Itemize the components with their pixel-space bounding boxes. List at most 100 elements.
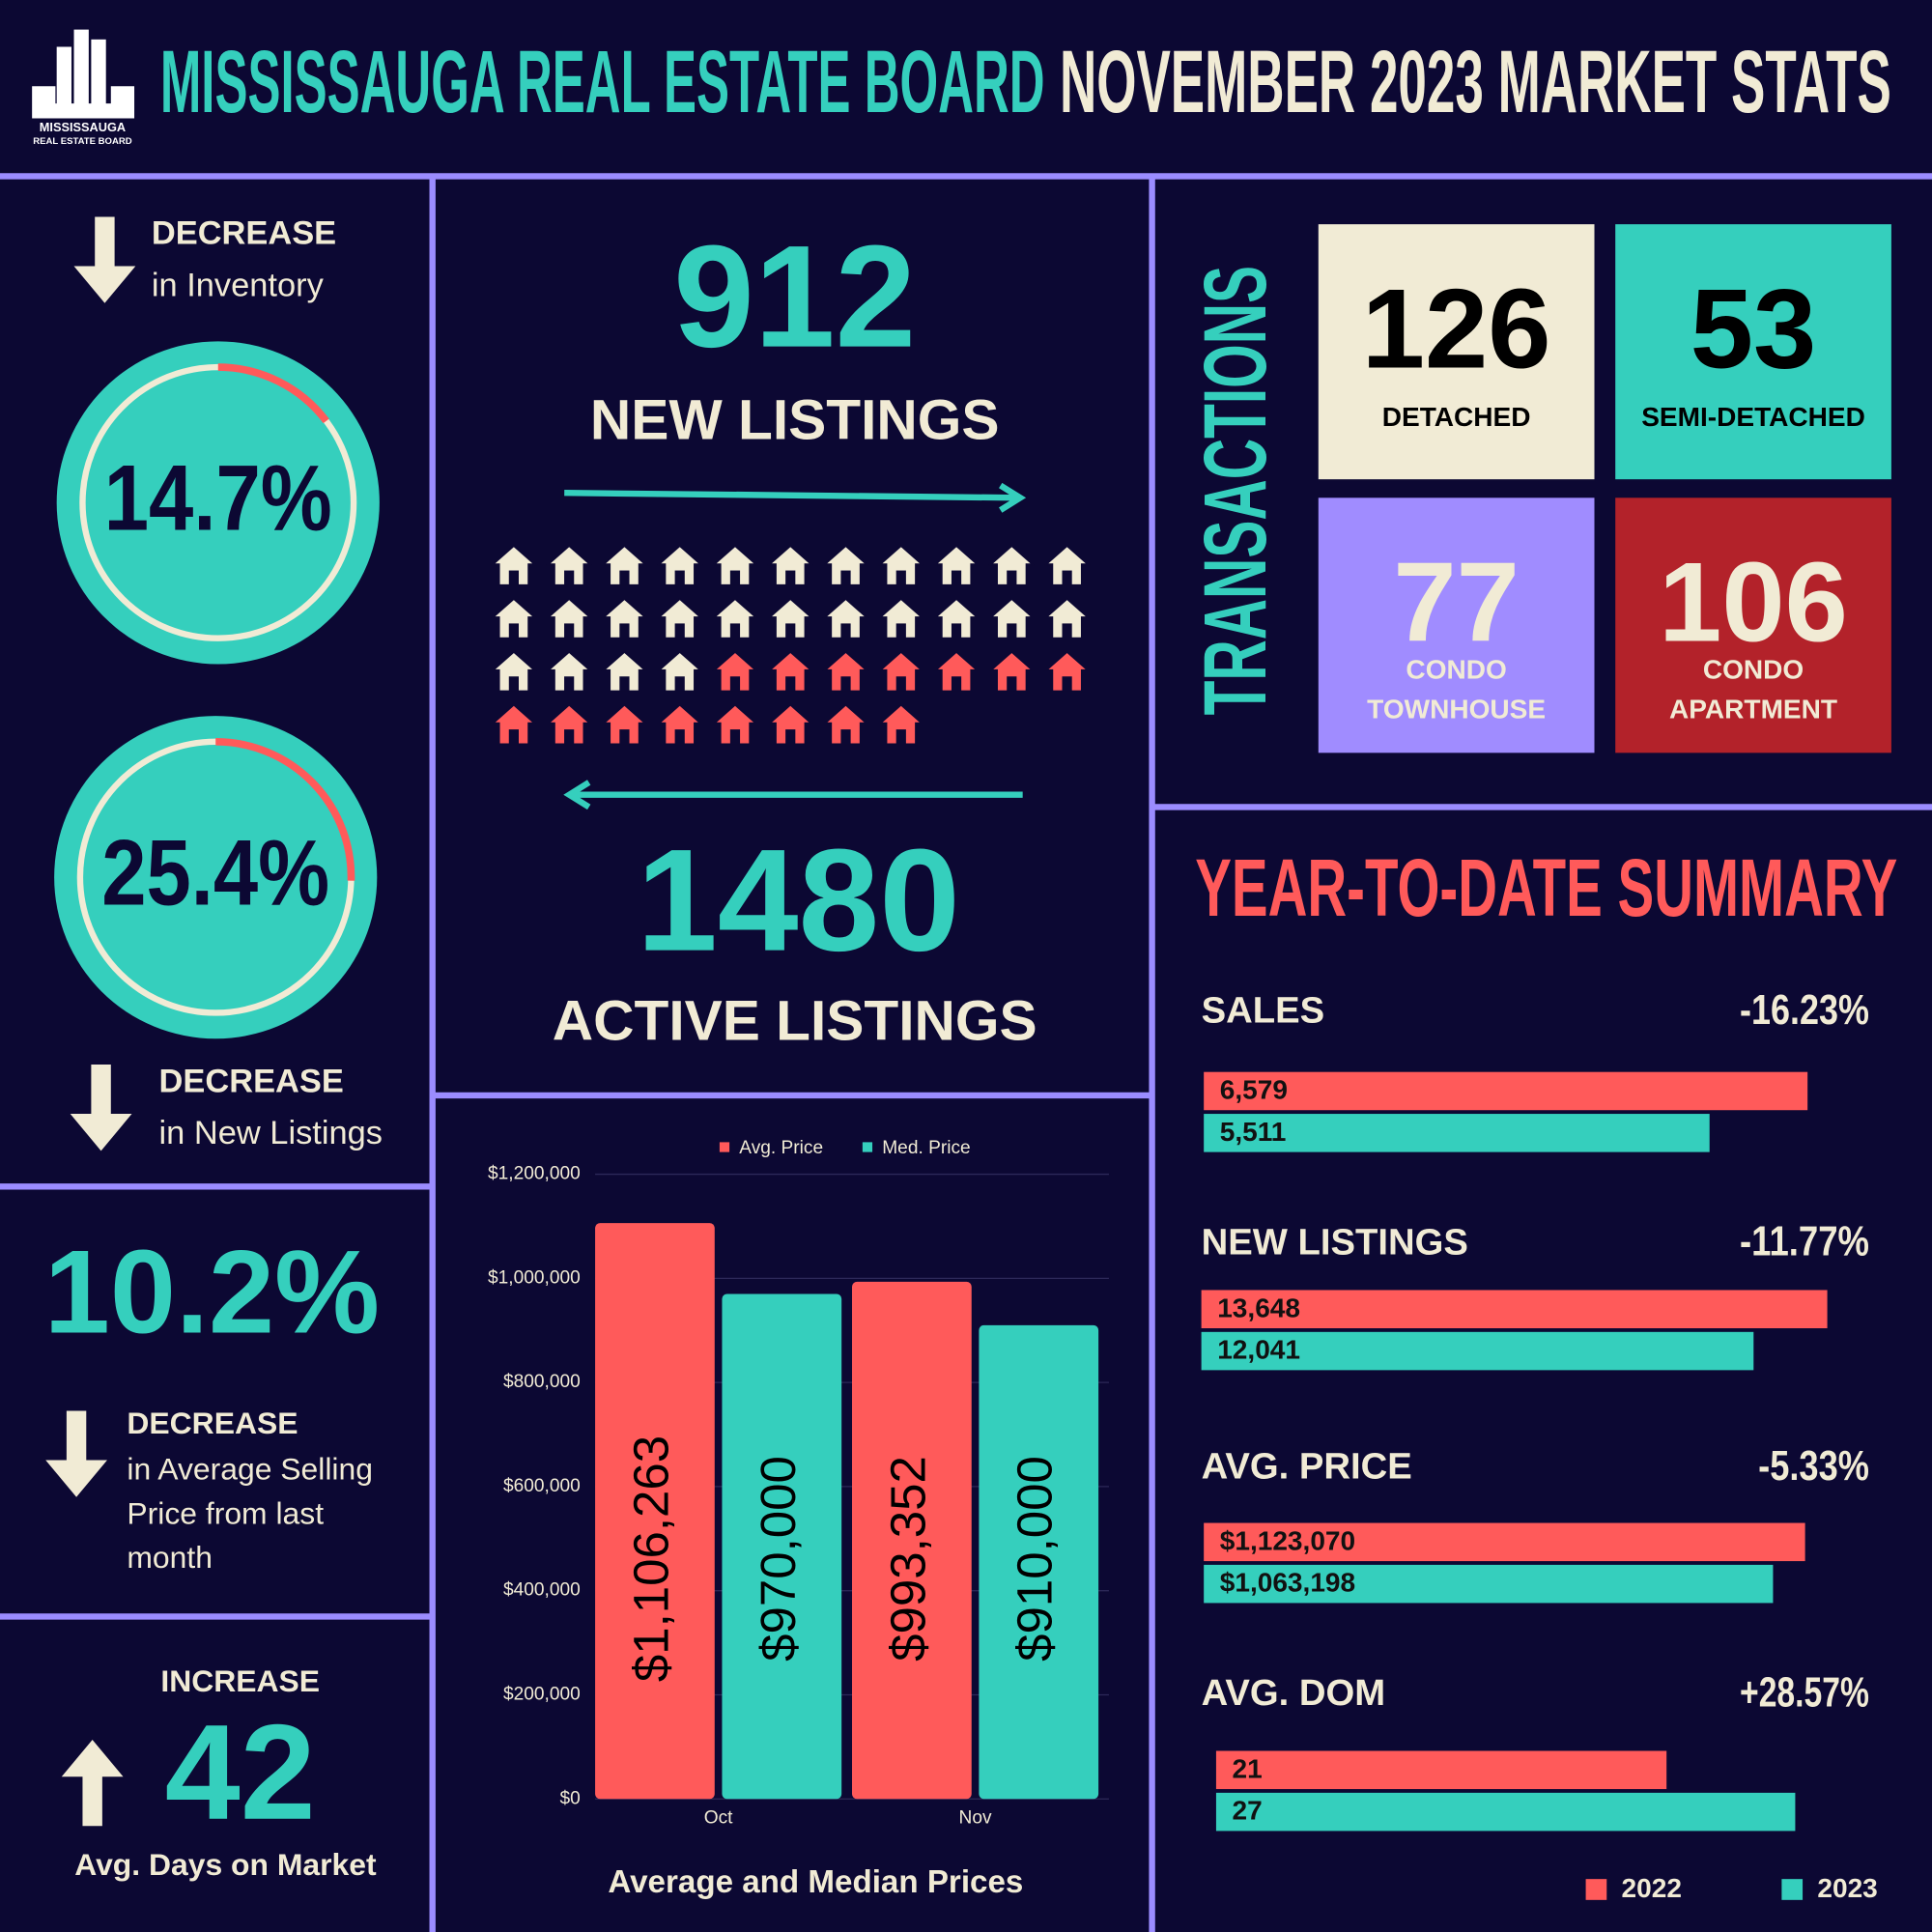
bar [979, 1324, 1099, 1800]
house-door [674, 676, 685, 692]
house-door [729, 729, 741, 745]
legend-swatch [719, 1142, 730, 1152]
house-door [785, 729, 796, 745]
house-door [840, 729, 851, 745]
house-door [895, 676, 906, 692]
legend-label: 2023 [1817, 1873, 1877, 1903]
tile-label: SEMI-DETACHED [1641, 402, 1865, 432]
house-door [619, 676, 630, 692]
ytd-bar [1215, 1792, 1796, 1832]
arrow-up [61, 1740, 124, 1827]
metric-change: -16.23% [1740, 987, 1869, 1034]
tile-label: APARTMENT [1669, 694, 1837, 724]
ytd-bar-label: $1,063,198 [1220, 1568, 1355, 1598]
ring-arc [217, 363, 329, 424]
house-door [1062, 623, 1072, 639]
tile-label: CONDO [1406, 655, 1506, 685]
y-tick-label: $200,000 [503, 1685, 581, 1705]
transactions-title: TRANSACTIONS [1186, 266, 1285, 716]
house-door [674, 729, 685, 745]
house-icon [932, 544, 980, 586]
house-grid [490, 544, 1091, 746]
house-door [840, 676, 851, 692]
ytd-bar-label: $1,123,070 [1220, 1525, 1355, 1555]
house-door [1062, 676, 1072, 692]
tile [1615, 497, 1891, 753]
house-icon [1043, 544, 1091, 586]
bar [852, 1281, 972, 1800]
ytd-bar [1201, 1331, 1754, 1371]
ring [56, 341, 380, 665]
ring-label: 25.4% [101, 819, 329, 924]
house-door [729, 676, 741, 692]
legend-swatch [862, 1142, 873, 1152]
ytd-title: YEAR-TO-DATE SUMMARY [1195, 842, 1897, 933]
ytd-bar [1201, 1290, 1828, 1328]
house-door [951, 570, 962, 585]
house-door [951, 676, 962, 692]
house-door [508, 570, 519, 585]
y-tick-label: $600,000 [503, 1476, 581, 1496]
house-door [508, 623, 519, 639]
direction-label: DECREASE [127, 1406, 298, 1440]
house-door [840, 570, 851, 585]
bar-value-label: $993,352 [880, 1456, 935, 1662]
ytd-bar-label: 21 [1233, 1753, 1263, 1783]
house-door [729, 570, 741, 585]
ring [54, 716, 378, 1039]
arrows [563, 482, 1027, 810]
metric-change: -11.77% [1740, 1219, 1869, 1265]
y-tick-label: $0 [559, 1788, 580, 1808]
y-tick-label: $800,000 [503, 1372, 581, 1392]
ytd-bar-label: 12,041 [1217, 1335, 1300, 1365]
house-door [785, 570, 796, 585]
house-door [564, 570, 575, 585]
separators [0, 173, 1932, 1932]
house-door [785, 623, 796, 639]
caption: month [127, 1540, 213, 1575]
house-icon [822, 544, 869, 586]
house-icon [601, 544, 648, 586]
ytd-bar [1204, 1522, 1805, 1562]
ytd-bar [1204, 1114, 1710, 1152]
house-door [729, 623, 741, 639]
metric-change: +28.57% [1740, 1670, 1869, 1717]
ring-label: 14.7% [104, 445, 332, 551]
tile-label: DETACHED [1382, 402, 1531, 432]
logo-tower [91, 39, 106, 106]
legend-swatch [1585, 1879, 1607, 1900]
house-door [564, 729, 575, 745]
chart-title: Average and Median Prices [608, 1864, 1023, 1900]
ytd-bar [1204, 1071, 1808, 1111]
ytd-bar-label: 5,511 [1220, 1117, 1287, 1147]
house-door [1007, 570, 1017, 585]
house-icon [656, 544, 703, 586]
tile [1318, 224, 1595, 480]
metric-name: AVG. DOM [1202, 1672, 1386, 1714]
direction-label: DECREASE [159, 1063, 344, 1099]
arrow-left [563, 780, 1023, 810]
logo: MISSISSAUGA REAL ESTATE BOARD [32, 29, 135, 147]
x-tick-label: Oct [704, 1808, 733, 1829]
y-tick-label: $1,000,000 [488, 1267, 581, 1288]
title-period: NOVEMBER 2023 MARKET STATS [1060, 33, 1891, 131]
logo-tower [73, 29, 89, 106]
house-door [895, 570, 906, 585]
house-door [895, 729, 906, 745]
arrow-down [70, 1065, 132, 1151]
ytd-bar-label: 6,579 [1220, 1075, 1288, 1105]
metric-name: SALES [1202, 990, 1325, 1032]
bar-value-label: $910,000 [1008, 1456, 1063, 1662]
arrow-down [73, 216, 136, 303]
ytd-bar-label: 27 [1233, 1796, 1263, 1826]
arrow-down [45, 1410, 107, 1497]
stat-label: ACTIVE LISTINGS [553, 990, 1037, 1053]
house-door [508, 729, 519, 745]
logo-tower [56, 46, 71, 106]
house-door [619, 570, 630, 585]
big-stat: 42 [165, 1696, 316, 1848]
house-door [564, 623, 575, 639]
logo-text: REAL ESTATE BOARD [33, 136, 131, 147]
legend-label: Avg. Price [739, 1138, 823, 1158]
tile-value: 106 [1659, 539, 1848, 666]
